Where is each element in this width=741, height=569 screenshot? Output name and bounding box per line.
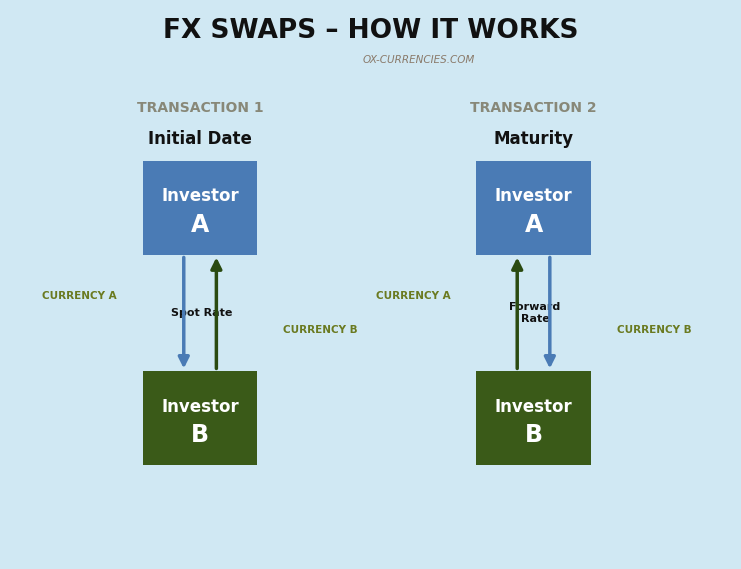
Text: FX SWAPS – HOW IT WORKS: FX SWAPS – HOW IT WORKS	[163, 18, 578, 44]
Text: OX-CURRENCIES.COM: OX-CURRENCIES.COM	[362, 55, 475, 65]
FancyBboxPatch shape	[142, 161, 258, 255]
Text: B: B	[191, 423, 209, 447]
Text: Maturity: Maturity	[494, 130, 574, 149]
Text: Investor: Investor	[495, 187, 572, 205]
Text: A: A	[191, 213, 209, 237]
Text: Spot Rate: Spot Rate	[171, 308, 232, 318]
Text: B: B	[525, 423, 542, 447]
FancyBboxPatch shape	[476, 161, 591, 255]
Text: CURRENCY B: CURRENCY B	[283, 325, 358, 335]
FancyBboxPatch shape	[476, 371, 591, 465]
Text: Forward
Rate: Forward Rate	[509, 302, 561, 324]
Text: Investor: Investor	[162, 187, 239, 205]
Text: Initial Date: Initial Date	[148, 130, 252, 149]
Text: TRANSACTION 2: TRANSACTION 2	[471, 101, 597, 115]
Text: A: A	[525, 213, 542, 237]
Text: CURRENCY A: CURRENCY A	[376, 291, 451, 301]
FancyBboxPatch shape	[142, 371, 258, 465]
Text: TRANSACTION 1: TRANSACTION 1	[137, 101, 263, 115]
Text: Investor: Investor	[162, 398, 239, 416]
Text: CURRENCY A: CURRENCY A	[42, 291, 117, 301]
Text: CURRENCY B: CURRENCY B	[617, 325, 691, 335]
Text: Investor: Investor	[495, 398, 572, 416]
